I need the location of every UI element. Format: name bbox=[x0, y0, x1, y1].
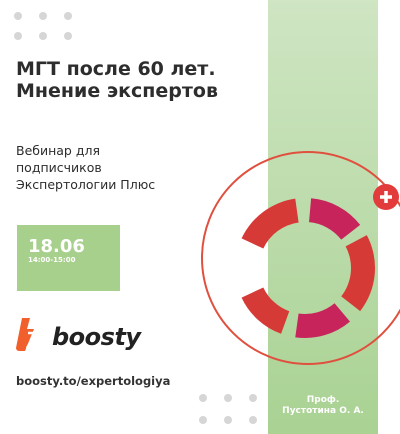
time: 14:00-15:00 bbox=[28, 256, 76, 264]
donut-segment bbox=[309, 198, 361, 240]
brand-name: boosty bbox=[52, 323, 141, 351]
donut-segment bbox=[341, 235, 375, 312]
date: 18.06 bbox=[28, 236, 85, 257]
subtitle: Вебинар для подписчиков Экспертологии Пл… bbox=[16, 143, 156, 192]
title: МГТ после 60 лет. Мнение экспертов bbox=[16, 58, 218, 102]
speaker-name: Пустотина О. А. bbox=[282, 406, 364, 416]
donut-segment bbox=[241, 198, 299, 249]
brand-icon-bolt bbox=[25, 331, 39, 349]
speaker-title: Проф. bbox=[306, 395, 340, 405]
donut-logo bbox=[241, 198, 375, 338]
date-box bbox=[17, 225, 120, 291]
brand-icon bbox=[16, 318, 34, 351]
donut-segment bbox=[241, 287, 290, 334]
brand-url[interactable]: boosty.to/expertologiya bbox=[16, 374, 171, 388]
big-ring bbox=[201, 151, 400, 365]
plus-icon bbox=[380, 191, 392, 203]
donut-segment bbox=[295, 303, 350, 338]
dots bbox=[14, 12, 257, 424]
